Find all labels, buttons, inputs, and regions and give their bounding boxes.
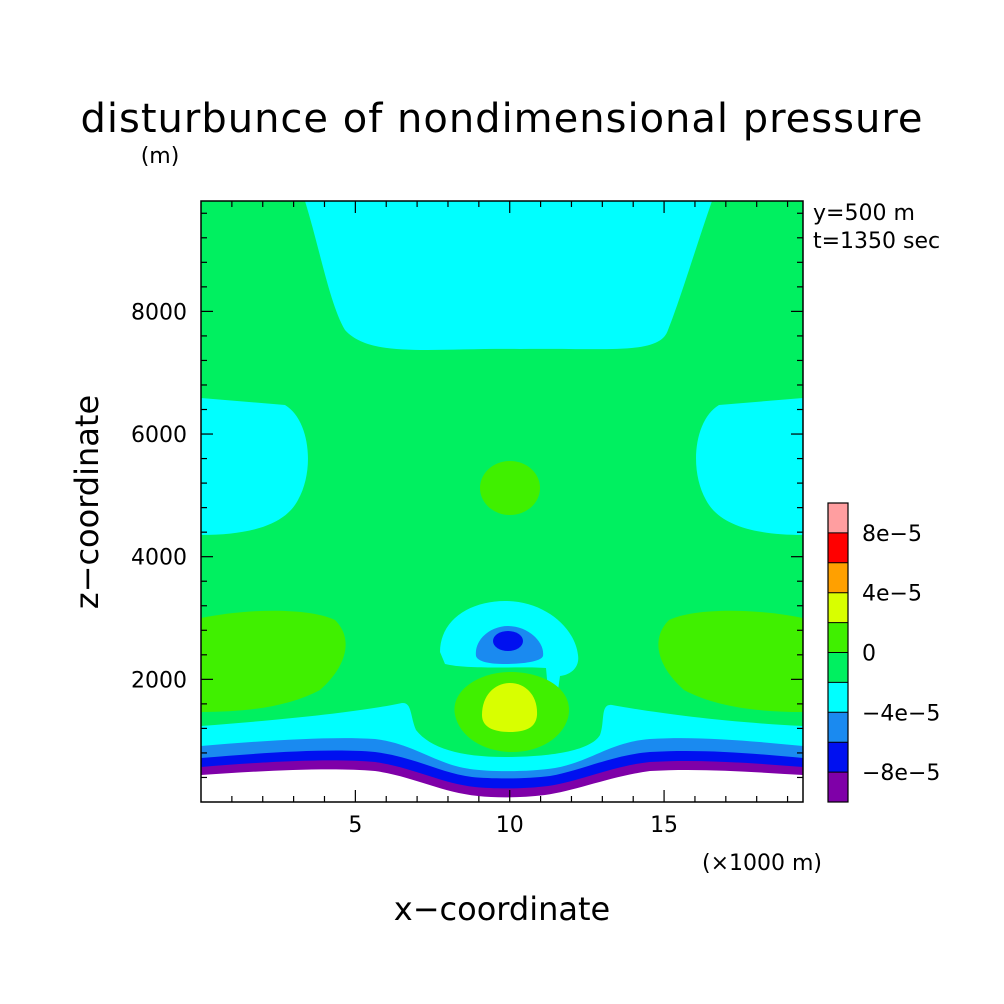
x-axis-label: x−coordinate xyxy=(394,890,610,928)
colorbar-swatch xyxy=(828,652,848,683)
colorbar-swatch xyxy=(828,682,848,713)
central-blue-dark-cell xyxy=(493,631,523,651)
y-axis-label: z−coordinate xyxy=(68,395,106,609)
x-tick-label: 10 xyxy=(496,813,524,838)
mid-positive-bubble xyxy=(480,461,540,515)
left-cyan-lobe xyxy=(201,398,308,535)
colorbar: −8e−5 −4e−5 0 4e−5 8e−5 xyxy=(827,502,940,803)
y-tick-label: 6000 xyxy=(131,423,187,448)
colorbar-swatch xyxy=(828,532,848,563)
chart-title: disturbunce of nondimensional pressure xyxy=(81,96,924,142)
y-tick-labels: 2000 4000 6000 8000 xyxy=(131,300,187,693)
annotation-t: t=1350 sec xyxy=(813,229,940,254)
colorbar-swatch xyxy=(828,622,848,653)
terrain xyxy=(201,769,803,802)
colorbar-swatch xyxy=(828,562,848,593)
right-cyan-lobe xyxy=(696,398,803,535)
colorbar-tick-label: 4e−5 xyxy=(862,582,922,607)
annotation-y: y=500 m xyxy=(813,201,915,226)
colorbar-swatch xyxy=(828,592,848,623)
colorbar-tick-label: 8e−5 xyxy=(862,522,922,547)
colorbar-swatch xyxy=(828,742,848,773)
y-tick-label: 8000 xyxy=(131,300,187,325)
colorbar-tick-label: −8e−5 xyxy=(862,761,940,786)
x-axis-unit: (×1000 m) xyxy=(702,851,822,876)
plot-frame xyxy=(200,200,804,803)
plot-area xyxy=(200,200,804,803)
colorbar-swatch xyxy=(828,503,848,533)
left-positive-lobe xyxy=(201,610,346,712)
y-tick-label: 2000 xyxy=(131,668,187,693)
x-tick-labels: 5 10 15 xyxy=(348,813,678,838)
y-axis-unit: (m) xyxy=(141,144,180,169)
x-tick-label: 15 xyxy=(650,813,678,838)
colorbar-swatch xyxy=(828,772,848,802)
axis-ticks xyxy=(201,201,803,802)
central-positive-core xyxy=(482,683,538,732)
y-tick-label: 4000 xyxy=(131,546,187,571)
upper-cyan-region xyxy=(305,201,712,350)
right-positive-lobe xyxy=(658,610,803,712)
colorbar-swatch xyxy=(828,712,848,743)
colorbar-tick-label: 0 xyxy=(862,642,876,667)
x-tick-label: 5 xyxy=(348,813,362,838)
colorbar-tick-label: −4e−5 xyxy=(862,701,940,726)
